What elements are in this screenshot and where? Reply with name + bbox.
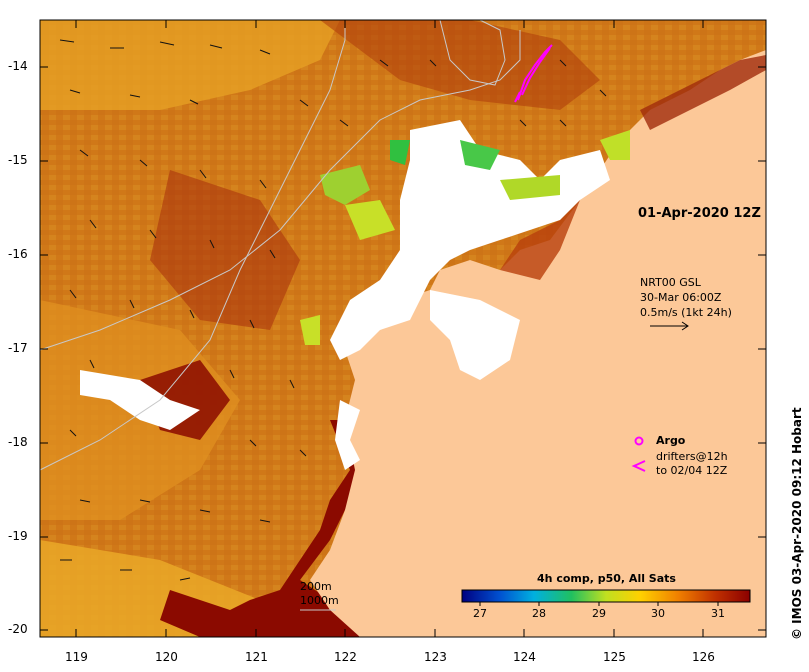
contour-200m [39, 30, 521, 351]
cool-patch-1 [320, 165, 370, 205]
lat-tick-marks [40, 66, 766, 631]
lat-label: -14 [8, 59, 28, 73]
current-legend-line2: 30-Mar 06:00Z [640, 291, 722, 304]
colorbar-tick-label: 29 [592, 607, 606, 620]
contour-1000m [39, 20, 346, 471]
drifters-legend-line1: drifters@12h [656, 450, 728, 463]
lat-label: -20 [8, 622, 28, 636]
argo-legend-label: Argo [656, 434, 686, 447]
cool-patch-2 [345, 200, 395, 240]
lat-label: -19 [8, 529, 28, 543]
cloud-region-south [430, 290, 520, 380]
colorbar-tick-label: 31 [711, 607, 725, 620]
drifter-tracks [514, 44, 553, 103]
lon-label: 126 [692, 650, 715, 664]
lon-label: 122 [334, 650, 357, 664]
cool-sst-region [40, 20, 340, 110]
lon-label: 125 [603, 650, 626, 664]
current-scale-arrow [650, 321, 689, 331]
cool-patch-3 [390, 140, 410, 165]
lat-label: -17 [8, 341, 28, 355]
lon-label: 121 [245, 650, 268, 664]
australia-land [310, 20, 766, 637]
depth-legend-1000m: 1000m [300, 594, 339, 607]
colorbar-tick-label: 28 [532, 607, 546, 620]
lon-label: 120 [155, 650, 178, 664]
lat-label: -15 [8, 153, 28, 167]
colorbar-tick-marks [479, 602, 719, 606]
lon-tick-marks [75, 20, 704, 637]
drifter-symbol [631, 460, 646, 472]
cool-patch-5 [600, 130, 630, 160]
lon-label: 123 [424, 650, 447, 664]
warm-sst-region-2 [320, 20, 600, 110]
warm-sst-region [150, 170, 300, 330]
current-legend-line1: NRT00 GSL [640, 276, 701, 289]
colorbar [461, 589, 751, 603]
depth-legend-200m: 200m [300, 580, 332, 593]
map-timestamp: 01-Apr-2020 12Z [638, 206, 761, 221]
lat-label: -18 [8, 435, 28, 449]
cloud-region-coast [335, 400, 360, 470]
current-legend-line3: 0.5m/s (1kt 24h) [640, 306, 732, 319]
lon-label: 119 [65, 650, 88, 664]
colorbar-title: 4h comp, p50, All Sats [537, 572, 676, 585]
lon-label: 124 [513, 650, 536, 664]
drifters-legend-line2: to 02/04 12Z [656, 464, 728, 477]
current-vectors [59, 39, 607, 581]
colorbar-tick-label: 27 [473, 607, 487, 620]
cloud-region-west [80, 370, 200, 430]
cool-patch-4 [500, 175, 560, 200]
cool-patch-7 [460, 140, 500, 170]
argo-symbol [634, 436, 644, 446]
credit-text: © IMOS 03-Apr-2020 09:12 Hobart [790, 407, 804, 640]
map-frame [39, 19, 767, 638]
northern-coast-warm [640, 55, 766, 130]
cool-patch-6 [300, 315, 320, 345]
colorbar-tick-label: 30 [651, 607, 665, 620]
lat-label: -16 [8, 247, 28, 261]
contour-loop [439, 19, 506, 86]
